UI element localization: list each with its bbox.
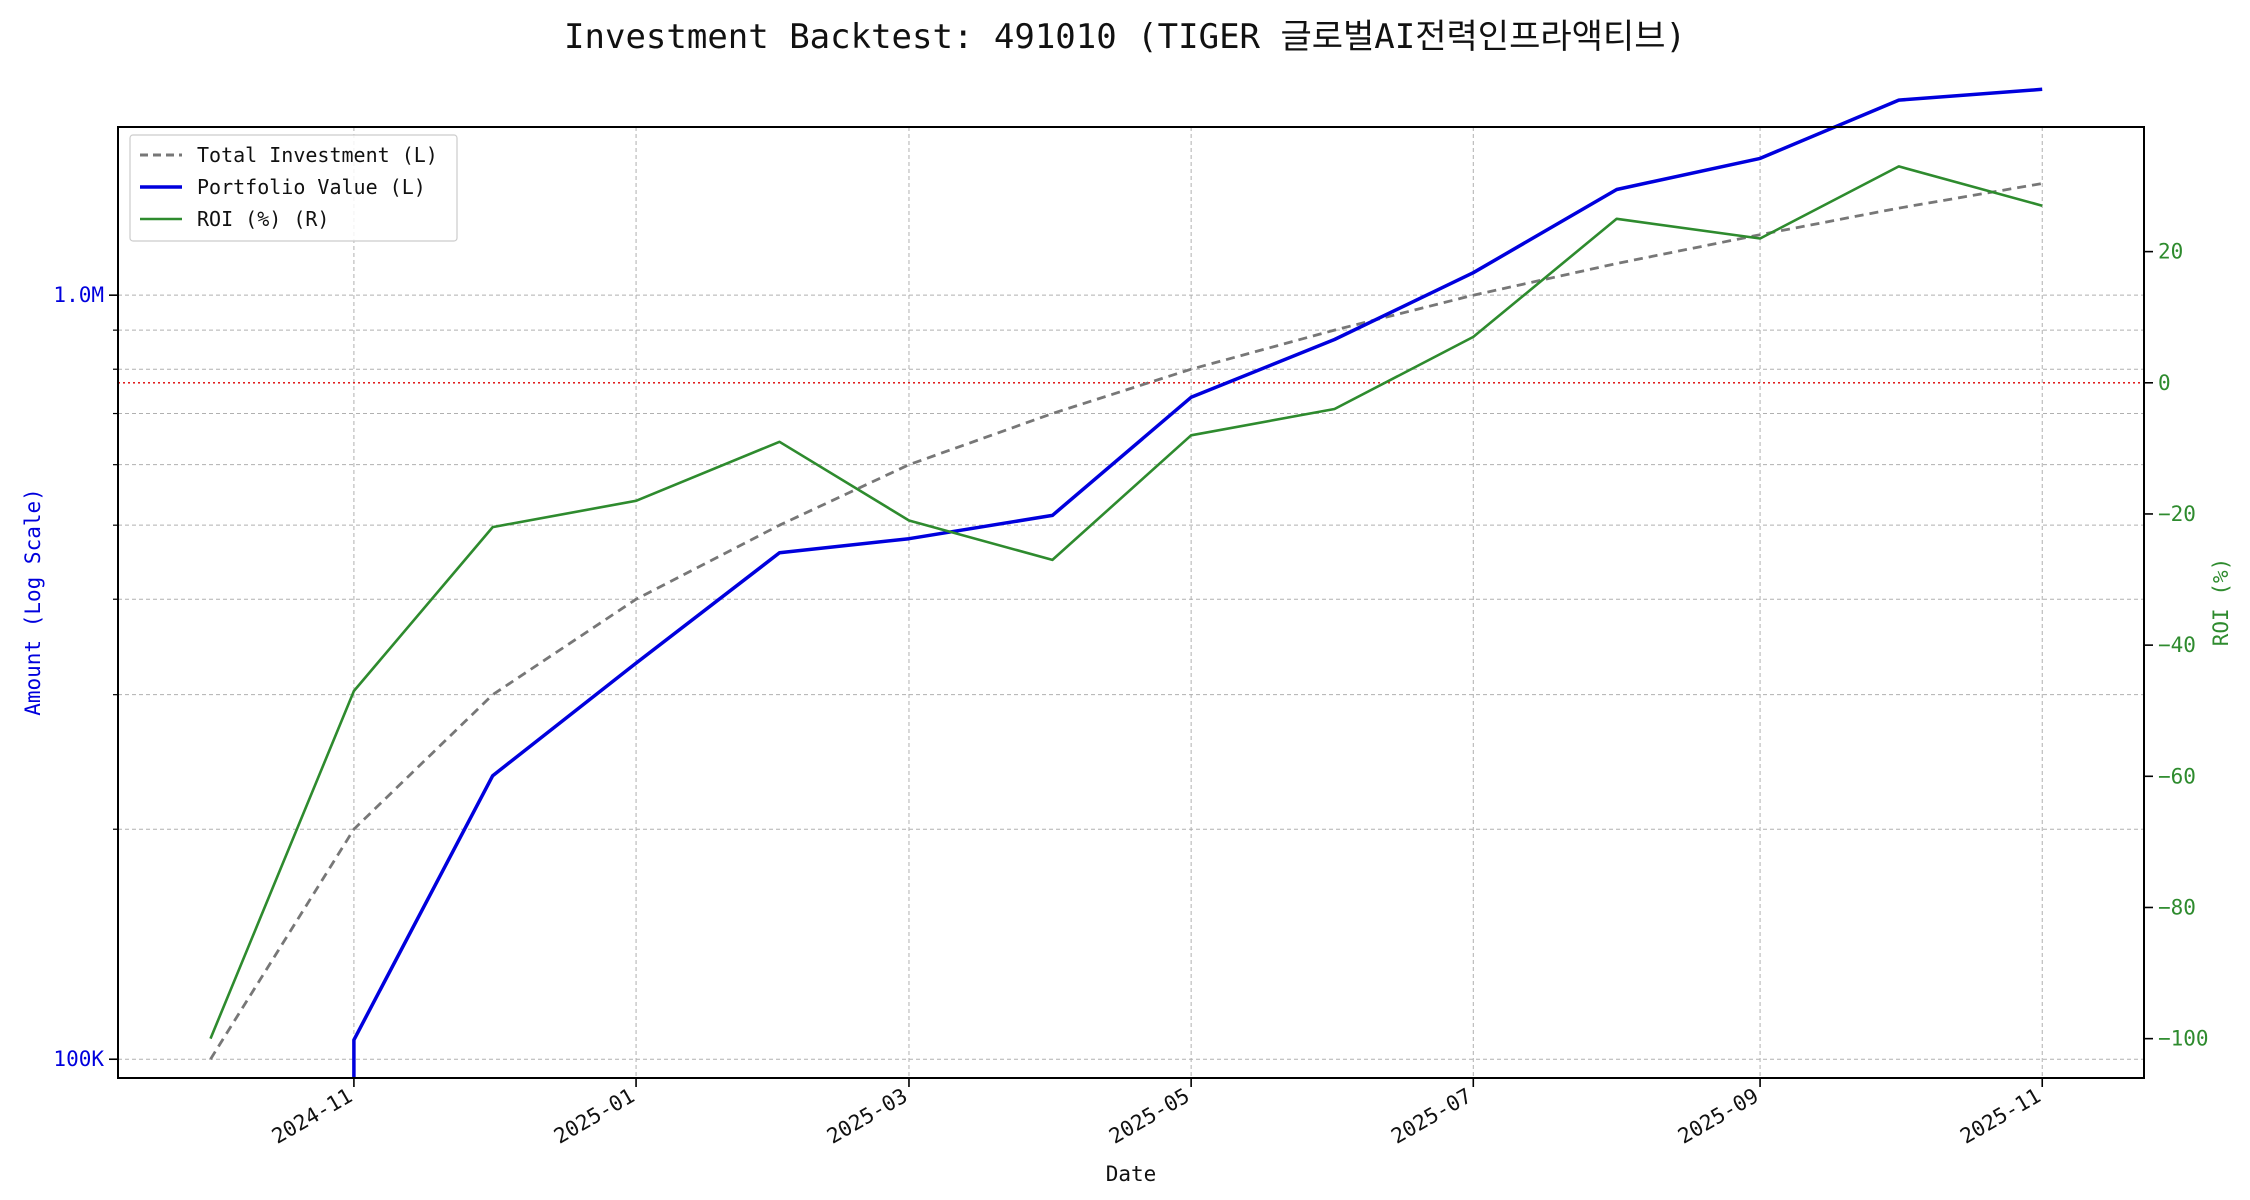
x-tick-label: 2025-03 [823,1084,912,1149]
right-tick-label: −100 [2158,1027,2209,1051]
left-y-axis-title: Amount (Log Scale) [21,488,45,716]
legend-label-portfolio-value: Portfolio Value (L) [197,175,426,199]
x-tick-label: 2025-05 [1105,1084,1194,1149]
right-tick-label: −20 [2158,502,2196,526]
right-tick-label: −40 [2158,633,2196,657]
right-tick-label: −80 [2158,895,2196,919]
x-tick-label: 2025-11 [1956,1084,2045,1149]
series-line-portfolio-value [352,87,2043,1078]
legend-box [129,134,458,242]
series-line-roi [209,165,2043,1040]
right-tick-label: −60 [2158,764,2196,788]
legend-label-roi: ROI (%) (R) [197,207,329,231]
left-tick-label: 1.0M [53,283,104,307]
series-layer [209,87,2043,1078]
plot-frame [117,126,2145,1079]
right-tick-label: 0 [2158,371,2171,395]
right-tick-label: 20 [2158,240,2183,264]
x-tick-label: 2025-07 [1387,1084,1476,1149]
right-y-axis: −100 −80 −60 −40 −20 0 20 [2144,240,2209,1051]
series-line-total-investment [209,182,2043,1060]
grid [118,127,2144,1078]
left-tick-label: 100K [53,1047,104,1071]
right-y-axis-title: ROI (%) [2209,558,2233,647]
chart-title: Investment Backtest: 491010 (TIGER 글로벌AI… [564,17,1686,57]
x-axis-title: Date [1106,1162,1157,1186]
x-tick-label: 2024-11 [268,1084,357,1149]
x-tick-label: 2025-01 [550,1084,639,1149]
x-axis: 2024-11 2025-01 2025-03 2025-05 2025-07 2025-… [268,1078,2045,1149]
legend-label-total-investment: Total Investment (L) [197,143,438,167]
legend: Total Investment (L) Portfolio Value (L)… [129,134,458,242]
x-tick-label: 2025-09 [1674,1084,1763,1149]
left-y-axis: 100K 1.0M [53,283,118,1071]
